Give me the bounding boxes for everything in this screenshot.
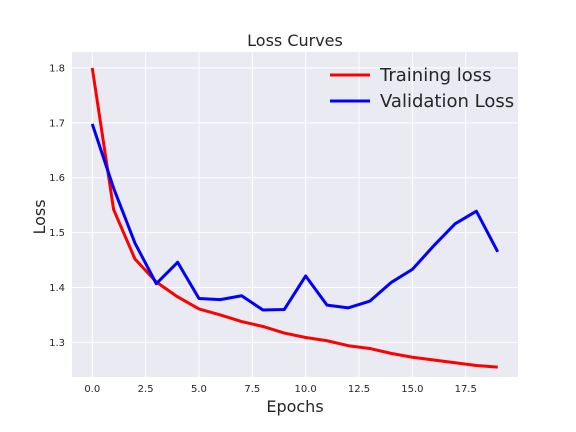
series-line-validation-loss [90,123,500,312]
chart-title: Loss Curves [247,31,343,50]
x-tick-labels: 0.0 2.5 5.0 7.5 10.0 12.5 15.0 17.5 [84,384,477,395]
x-tick-label: 2.5 [138,384,154,395]
x-tick-label: 12.5 [348,384,370,395]
y-tick-label: 1.5 [49,228,65,239]
series-line-training-loss [90,67,498,369]
x-tick-label: 15.0 [401,384,423,395]
legend-label: Training loss [379,65,492,86]
y-axis-label: Loss [30,199,49,234]
legend-label: Validation Loss [380,91,514,112]
x-tick-label: 7.5 [244,384,260,395]
y-tick-label: 1.7 [49,118,65,129]
legend: Training loss Validation Loss [330,65,514,112]
x-tick-label: 0.0 [84,384,100,395]
y-tick-label: 1.6 [49,173,65,184]
plot-area [72,52,518,377]
y-tick-label: 1.4 [49,283,65,294]
series-lines [90,67,500,369]
y-tick-label: 1.8 [49,63,65,74]
x-tick-label: 5.0 [191,384,207,395]
y-tick-label: 1.3 [49,338,65,349]
x-tick-label: 10.0 [295,384,317,395]
y-tick-labels: 1.3 1.4 1.5 1.6 1.7 1.8 [49,63,65,348]
grid-lines [72,52,518,377]
x-axis-label: Epochs [266,397,323,416]
x-tick-label: 17.5 [455,384,477,395]
